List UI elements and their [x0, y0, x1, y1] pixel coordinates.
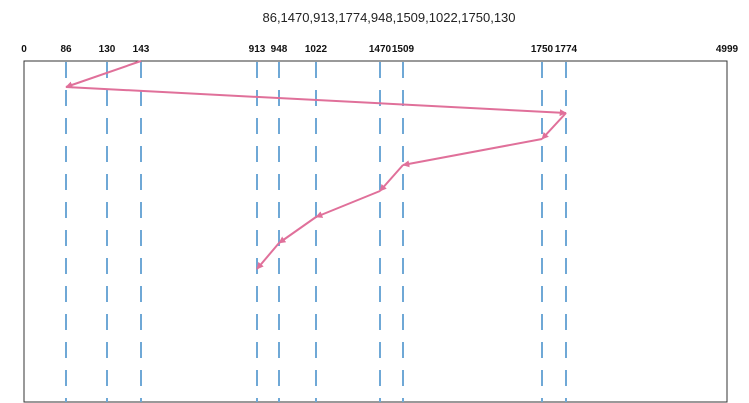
diagram-frame [23, 60, 728, 403]
diagram-title: 86,1470,913,1774,948,1509,1022,1750,130 [262, 10, 515, 25]
tick-labels: 0 86 130 143 913 948 1022 1470 1509 1750 1774 4999 [21, 44, 738, 55]
seek-path [65, 60, 567, 270]
tick-label: 1470 [369, 44, 392, 55]
tick-label: 1509 [392, 44, 415, 55]
tick-label: 1774 [555, 44, 578, 55]
seek-arrow [379, 164, 404, 192]
guide-lines [65, 62, 567, 402]
seek-arrow [65, 60, 142, 89]
tick-label: 130 [99, 44, 116, 55]
tick-label: 143 [133, 44, 150, 55]
tick-label: 1750 [531, 44, 554, 55]
tick-label: 948 [271, 44, 288, 55]
tick-label: 913 [249, 44, 266, 55]
seek-arrow [256, 242, 280, 270]
seek-arrow [278, 216, 317, 244]
seek-arrow [541, 112, 567, 140]
tick-label: 4999 [716, 44, 739, 55]
seek-arrow [315, 190, 381, 218]
seek-arrow [65, 86, 567, 117]
tick-label: 0 [21, 44, 27, 55]
seek-arrow [402, 138, 543, 168]
tick-label: 86 [60, 44, 72, 55]
tick-label: 1022 [305, 44, 328, 55]
